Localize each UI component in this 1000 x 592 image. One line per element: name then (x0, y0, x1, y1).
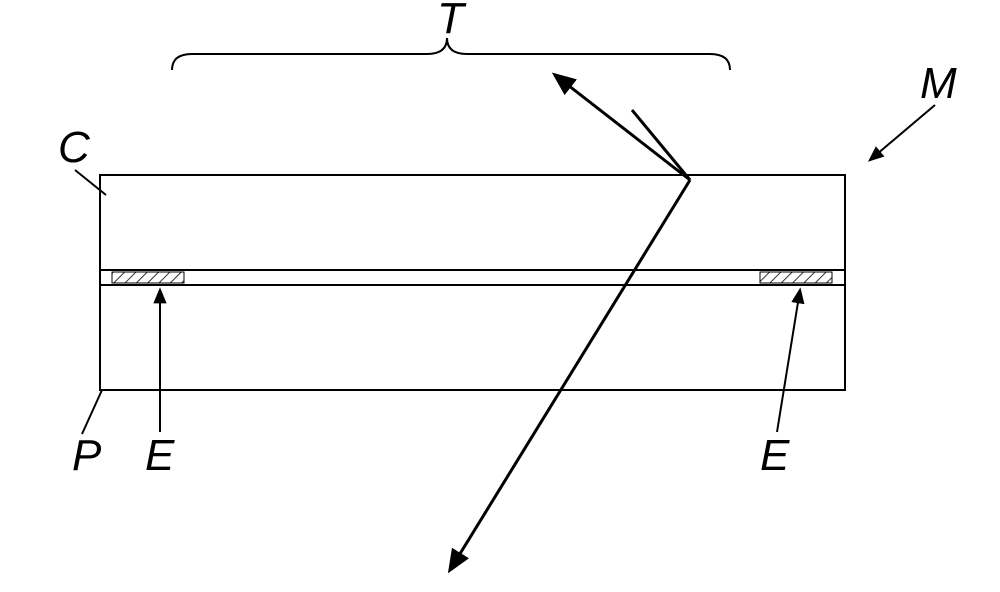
layer-top (100, 175, 845, 270)
layer-bottom (100, 285, 845, 390)
electrode-right (760, 272, 832, 283)
label-T: T (437, 0, 467, 43)
label-P: P (72, 431, 102, 480)
label-E_left: E (145, 431, 175, 480)
electrode-left (112, 272, 184, 283)
ray-incident (632, 110, 690, 180)
leader-P (82, 390, 102, 434)
label-C: C (58, 123, 91, 172)
label-E_right: E (760, 431, 790, 480)
diagram: TMCPEE (58, 0, 957, 570)
leader-M (870, 105, 935, 160)
label-M: M (920, 59, 957, 108)
layer-gap (100, 270, 845, 285)
ray-reflected (555, 75, 690, 180)
